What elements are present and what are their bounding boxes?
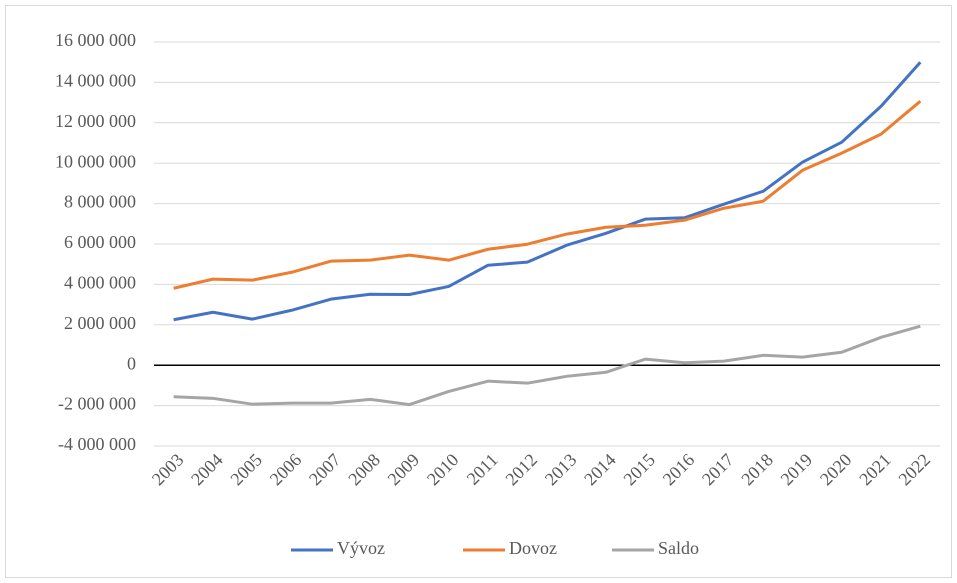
series-line xyxy=(173,61,922,322)
y-tick-label: 6 000 000 xyxy=(64,232,136,252)
y-tick-label: 16 000 000 xyxy=(55,30,136,50)
legend-label: Dovoz xyxy=(509,538,557,558)
y-tick-label: 0 xyxy=(127,353,136,373)
y-tick-label: 10 000 000 xyxy=(55,151,136,171)
y-tick-label: 2 000 000 xyxy=(64,313,136,333)
series-line xyxy=(173,324,921,407)
series-line xyxy=(173,100,922,290)
y-tick-label: 4 000 000 xyxy=(64,273,136,293)
y-tick-label: 14 000 000 xyxy=(55,71,136,91)
y-tick-label: -4 000 000 xyxy=(58,434,136,454)
legend-label: Saldo xyxy=(658,538,699,558)
y-tick-label: 8 000 000 xyxy=(64,192,136,212)
chart-border xyxy=(5,5,952,578)
y-tick-label: 12 000 000 xyxy=(55,111,136,131)
y-tick-label: -2 000 000 xyxy=(58,394,136,414)
legend-label: Vývoz xyxy=(337,538,385,558)
